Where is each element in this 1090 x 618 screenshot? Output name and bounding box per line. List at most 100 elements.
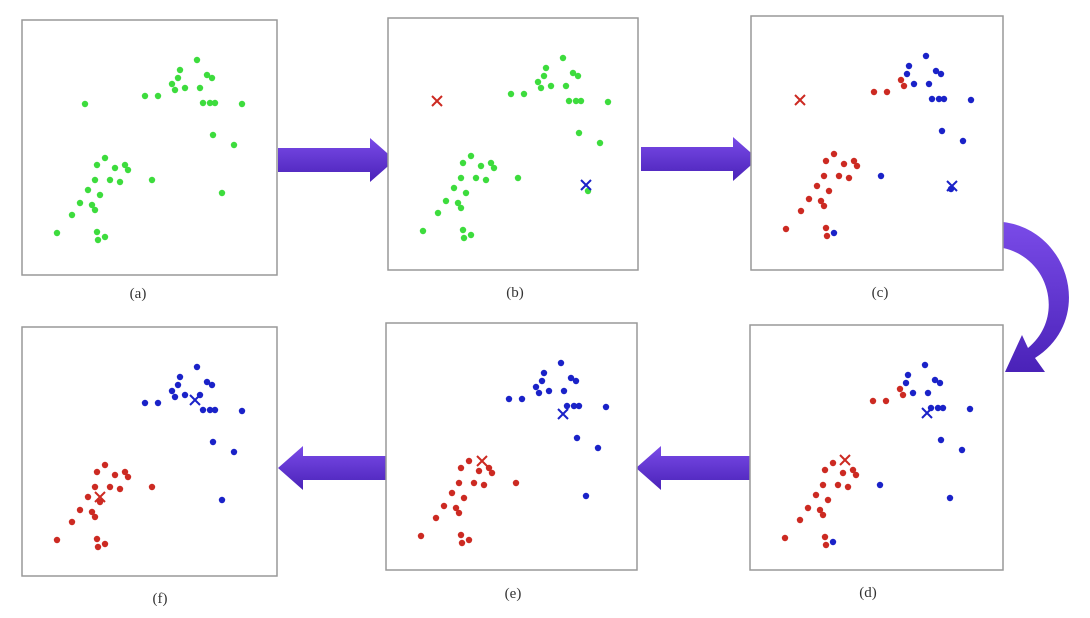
- data-point: [93, 535, 101, 543]
- data-point: [840, 160, 848, 168]
- data-point: [141, 92, 149, 100]
- data-point: [76, 506, 84, 514]
- data-point: [88, 201, 96, 209]
- data-point: [203, 71, 211, 79]
- data-point: [532, 383, 540, 391]
- data-point: [101, 154, 109, 162]
- panel-frame: [749, 324, 1004, 571]
- data-point: [475, 467, 483, 475]
- data-point: [196, 84, 204, 92]
- data-point: [877, 172, 885, 180]
- centroid: [839, 454, 851, 466]
- data-point: [455, 479, 463, 487]
- data-point: [53, 229, 61, 237]
- centroid: [189, 394, 201, 406]
- data-point: [931, 376, 939, 384]
- data-point: [822, 157, 830, 165]
- data-point: [570, 402, 578, 410]
- data-point: [106, 483, 114, 491]
- panel-frame: [21, 19, 278, 276]
- data-point: [902, 379, 910, 387]
- data-point: [209, 438, 217, 446]
- data-point: [935, 95, 943, 103]
- data-point: [934, 404, 942, 412]
- data-point: [93, 468, 101, 476]
- data-point: [148, 176, 156, 184]
- data-point: [93, 161, 101, 169]
- data-point: [822, 224, 830, 232]
- data-point: [813, 182, 821, 190]
- panel-frame: [21, 326, 278, 577]
- data-point: [452, 504, 460, 512]
- panel-label: (c): [872, 285, 889, 301]
- data-point: [238, 100, 246, 108]
- data-point: [230, 448, 238, 456]
- panel: (e): [385, 322, 638, 602]
- data-point: [540, 369, 548, 377]
- data-point: [91, 483, 99, 491]
- data-point: [106, 176, 114, 184]
- data-point: [545, 387, 553, 395]
- data-point: [602, 403, 610, 411]
- data-point: [596, 139, 604, 147]
- data-point: [946, 494, 954, 502]
- data-point: [181, 391, 189, 399]
- data-point: [459, 226, 467, 234]
- data-point: [966, 405, 974, 413]
- data-point: [238, 407, 246, 415]
- data-point: [560, 387, 568, 395]
- data-point: [940, 95, 948, 103]
- data-point: [557, 359, 565, 367]
- data-point: [567, 374, 575, 382]
- data-point: [101, 233, 109, 241]
- data-point: [844, 483, 852, 491]
- data-point: [937, 436, 945, 444]
- data-point: [457, 204, 465, 212]
- data-point: [819, 481, 827, 489]
- data-point: [485, 464, 493, 472]
- data-point: [88, 508, 96, 516]
- data-point: [91, 176, 99, 184]
- data-point: [455, 509, 463, 517]
- data-point: [876, 481, 884, 489]
- data-point: [458, 539, 466, 547]
- data-point: [199, 99, 207, 107]
- data-point: [925, 80, 933, 88]
- data-point: [824, 496, 832, 504]
- data-point: [834, 481, 842, 489]
- data-point: [505, 395, 513, 403]
- data-point: [174, 381, 182, 389]
- data-point: [932, 67, 940, 75]
- data-point: [211, 99, 219, 107]
- data-point: [845, 174, 853, 182]
- data-point: [904, 371, 912, 379]
- data-point: [448, 489, 456, 497]
- data-point: [572, 97, 580, 105]
- panel-label: (e): [505, 586, 522, 602]
- data-point: [174, 74, 182, 82]
- data-point: [168, 80, 176, 88]
- data-point: [569, 69, 577, 77]
- data-point: [574, 72, 582, 80]
- data-point: [111, 471, 119, 479]
- data-point: [472, 174, 480, 182]
- centroid: [794, 94, 806, 106]
- centroid: [431, 95, 443, 107]
- arrow-left: [278, 446, 395, 490]
- panel-label: (f): [153, 591, 168, 607]
- data-point: [959, 137, 967, 145]
- data-point: [116, 178, 124, 186]
- data-point: [230, 141, 238, 149]
- data-point: [154, 92, 162, 100]
- centroid: [557, 408, 569, 420]
- data-point: [148, 483, 156, 491]
- data-point: [896, 385, 904, 393]
- data-point: [577, 97, 585, 105]
- data-point: [538, 377, 546, 385]
- data-point: [450, 184, 458, 192]
- data-point: [171, 393, 179, 401]
- data-point: [490, 164, 498, 172]
- data-point: [967, 96, 975, 104]
- arrow-right: [641, 137, 758, 181]
- arrow-right: [278, 138, 395, 182]
